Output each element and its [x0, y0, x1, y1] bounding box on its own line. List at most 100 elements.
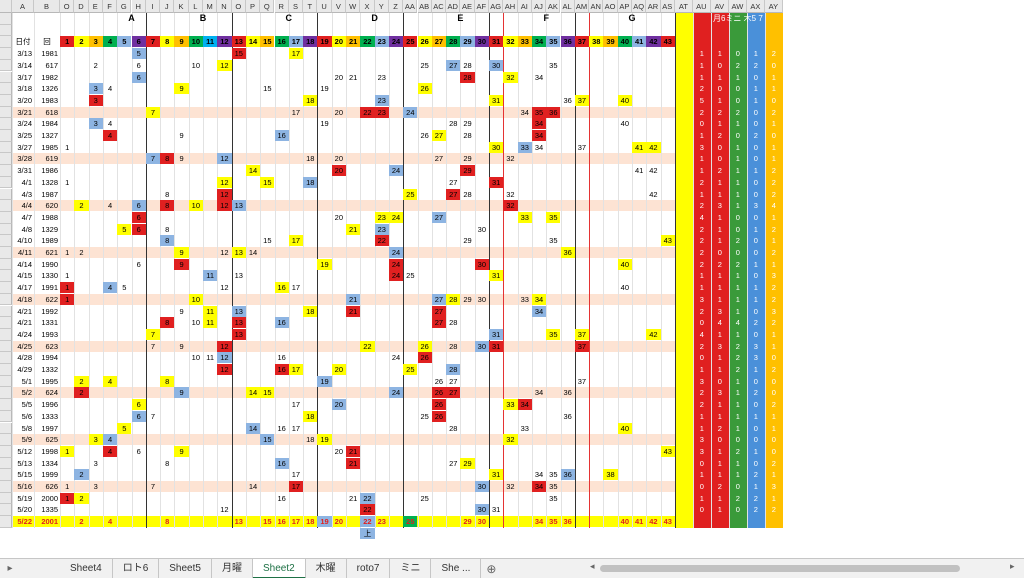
date-cell[interactable]: 4/4 — [21, 201, 32, 211]
number-cell[interactable]: 9 — [179, 154, 184, 164]
summary-cell[interactable]: 3 — [753, 341, 758, 351]
number-cell[interactable]: 25 — [403, 516, 418, 528]
row-header[interactable] — [0, 410, 12, 423]
round-cell[interactable]: 1985 — [41, 142, 58, 152]
number-cell[interactable]: 27 — [446, 59, 461, 71]
number-cell[interactable]: 19 — [320, 119, 329, 129]
date-cell[interactable]: 3/24 — [17, 119, 32, 129]
round-cell[interactable]: 1999 — [41, 470, 58, 480]
number-cell[interactable]: 32 — [503, 200, 518, 212]
number-cell[interactable]: 43 — [663, 517, 672, 527]
number-cell[interactable]: 16 — [274, 457, 289, 469]
summary-cell[interactable]: 1 — [717, 189, 722, 199]
number-cell[interactable]: 3 — [88, 118, 103, 130]
summary-cell[interactable]: 0 — [717, 376, 722, 386]
number-cell[interactable]: 5 — [117, 223, 132, 235]
number-cell[interactable]: 2 — [74, 469, 89, 481]
row-header[interactable] — [0, 83, 12, 95]
summary-cell[interactable]: 1 — [735, 470, 740, 480]
summary-cell[interactable]: 3 — [699, 376, 704, 386]
summary-cell[interactable]: 2 — [771, 177, 776, 187]
summary-cell[interactable]: 1 — [699, 166, 704, 176]
number-cell[interactable]: 2 — [93, 60, 98, 70]
date-cell[interactable]: 5/13 — [17, 458, 32, 468]
summary-cell[interactable]: 0 — [753, 248, 758, 257]
summary-cell[interactable]: 2 — [771, 224, 776, 234]
row-header[interactable] — [0, 516, 12, 528]
date-cell[interactable]: 4/25 — [17, 341, 32, 351]
number-cell[interactable]: 16 — [277, 353, 286, 363]
row-header[interactable] — [0, 24, 12, 37]
number-cell[interactable]: 36 — [563, 411, 572, 421]
summary-cell[interactable]: 2 — [735, 493, 740, 503]
number-cell[interactable]: 27 — [434, 154, 444, 164]
number-cell[interactable]: 19 — [317, 516, 332, 528]
summary-cell[interactable]: 0 — [753, 107, 758, 117]
summary-cell[interactable]: 2 — [771, 505, 776, 515]
summary-cell[interactable] — [747, 516, 765, 527]
row-header[interactable] — [0, 364, 12, 376]
date-cell[interactable]: 4/29 — [17, 365, 32, 374]
number-cell[interactable]: 4 — [102, 375, 118, 387]
summary-cell[interactable]: 1 — [771, 329, 776, 339]
summary-cell[interactable]: 1 — [717, 72, 722, 82]
number-cell[interactable]: 30 — [474, 481, 489, 492]
summary-cell[interactable]: 1 — [699, 189, 704, 199]
number-cell[interactable]: 26 — [417, 340, 432, 352]
summary-cell[interactable]: 2 — [771, 318, 776, 328]
row-header[interactable] — [0, 36, 12, 49]
number-cell[interactable]: 12 — [217, 364, 232, 375]
column-header[interactable]: AK — [546, 0, 561, 13]
number-cell[interactable]: 8 — [165, 517, 170, 527]
number-cell[interactable]: 28 — [460, 71, 475, 83]
summary-cell[interactable]: 2 — [717, 107, 722, 117]
number-cell[interactable]: 6 — [131, 71, 146, 83]
number-cell[interactable]: 8 — [160, 235, 175, 247]
summary-cell[interactable]: 1 — [735, 306, 740, 316]
summary-cell[interactable]: 2 — [735, 107, 740, 117]
summary-cell[interactable]: 0 — [753, 177, 758, 187]
number-cell[interactable]: 6 — [131, 399, 146, 411]
summary-cell[interactable]: 0 — [753, 212, 758, 222]
summary-cell[interactable]: 3 — [699, 435, 704, 445]
number-cell[interactable]: 36 — [560, 469, 575, 481]
number-cell[interactable]: 9 — [179, 306, 184, 316]
number-cell[interactable]: 27 — [449, 177, 458, 187]
date-cell[interactable]: 5/15 — [17, 470, 32, 480]
number-cell[interactable]: 7 — [150, 341, 156, 351]
number-cell[interactable]: 26 — [431, 399, 447, 411]
row-header[interactable] — [0, 492, 12, 505]
round-cell[interactable]: 1329 — [41, 224, 58, 234]
number-cell[interactable]: 10 — [191, 353, 200, 363]
column-header[interactable]: AO — [603, 0, 618, 13]
row-header[interactable] — [0, 48, 12, 60]
column-header[interactable]: AL — [560, 0, 575, 13]
summary-cell[interactable]: 1 — [717, 446, 722, 456]
number-cell[interactable]: 24 — [388, 247, 404, 258]
number-cell[interactable]: 4 — [102, 434, 118, 446]
summary-cell[interactable]: 2 — [735, 236, 740, 246]
number-cell[interactable]: 6 — [131, 410, 146, 422]
summary-cell[interactable]: 1 — [717, 271, 722, 281]
number-cell[interactable]: 26 — [417, 352, 432, 364]
summary-cell[interactable]: 0 — [735, 212, 740, 222]
number-cell[interactable]: 9 — [174, 83, 189, 95]
round-cell[interactable]: 1991 — [41, 283, 58, 293]
number-cell[interactable]: 12 — [217, 340, 232, 352]
date-cell[interactable]: 4/21 — [17, 306, 32, 316]
number-cell[interactable]: 23 — [374, 94, 389, 106]
row-header[interactable] — [0, 457, 12, 470]
number-cell[interactable]: 21 — [346, 445, 361, 457]
number-cell[interactable]: 4 — [102, 282, 118, 294]
number-cell[interactable]: 33 — [517, 141, 532, 153]
number-cell[interactable]: 22 — [360, 504, 375, 516]
column-header[interactable]: AU — [692, 0, 711, 13]
number-cell[interactable]: 22 — [374, 235, 389, 247]
date-cell[interactable]: 5/16 — [17, 482, 32, 491]
number-cell[interactable]: 40 — [617, 94, 632, 106]
corner-cell[interactable] — [0, 0, 12, 13]
summary-cell[interactable]: 2 — [771, 189, 776, 199]
number-cell[interactable]: 42 — [649, 189, 658, 199]
summary-cell[interactable]: 3 — [699, 142, 704, 152]
summary-cell[interactable]: 4 — [735, 318, 740, 328]
